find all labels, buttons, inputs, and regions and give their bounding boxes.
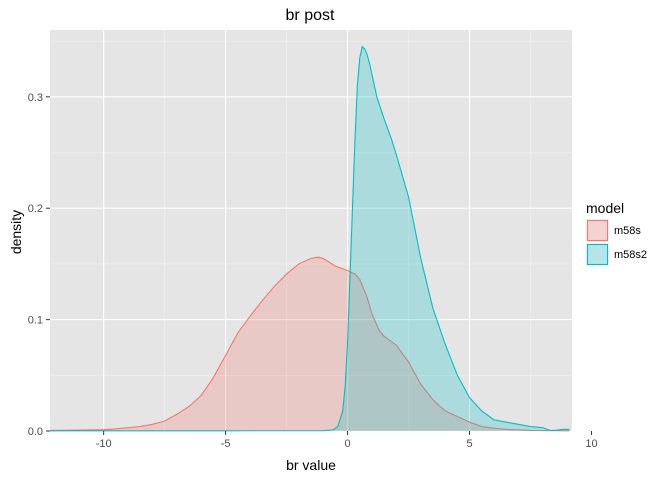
- legend-title: model: [586, 200, 624, 216]
- legend-key-m58s2: [586, 243, 609, 266]
- x-tick-label: 5: [466, 438, 472, 450]
- density-line-m58s: [49, 256, 570, 432]
- y-axis-title: density: [8, 210, 24, 254]
- chart-title: br post: [286, 7, 335, 24]
- x-tick-label: -5: [221, 438, 231, 450]
- x-tick-label: 0: [345, 438, 351, 450]
- y-tick-label: 0.3: [28, 92, 43, 104]
- axes: -10 -5 0 5 10 0.0 0.1 0.2 0.3: [28, 92, 598, 450]
- density-area-m58s2: [50, 46, 570, 432]
- legend-key-bg: [586, 243, 609, 266]
- y-tick-label: 0.1: [28, 315, 43, 327]
- x-axis-title: br value: [286, 457, 336, 473]
- density-line-m58s2: [50, 45, 570, 432]
- density-series: [49, 45, 570, 432]
- legend-key-m58s: [586, 219, 609, 242]
- density-area-m58s: [50, 257, 570, 431]
- y-tick-label: 0.0: [28, 426, 43, 438]
- y-tick-label: 0.2: [28, 203, 43, 215]
- legend-item-m58s2: m58s2: [586, 243, 647, 266]
- legend-label-m58s: m58s: [614, 225, 641, 237]
- x-tick-label: 10: [585, 438, 597, 450]
- x-tick-label: -10: [96, 438, 112, 450]
- legend: model m58s m58s2: [586, 200, 647, 266]
- legend-item-m58s: m58s: [586, 219, 641, 242]
- legend-label-m58s2: m58s2: [614, 249, 647, 261]
- legend-key-bg: [586, 219, 609, 242]
